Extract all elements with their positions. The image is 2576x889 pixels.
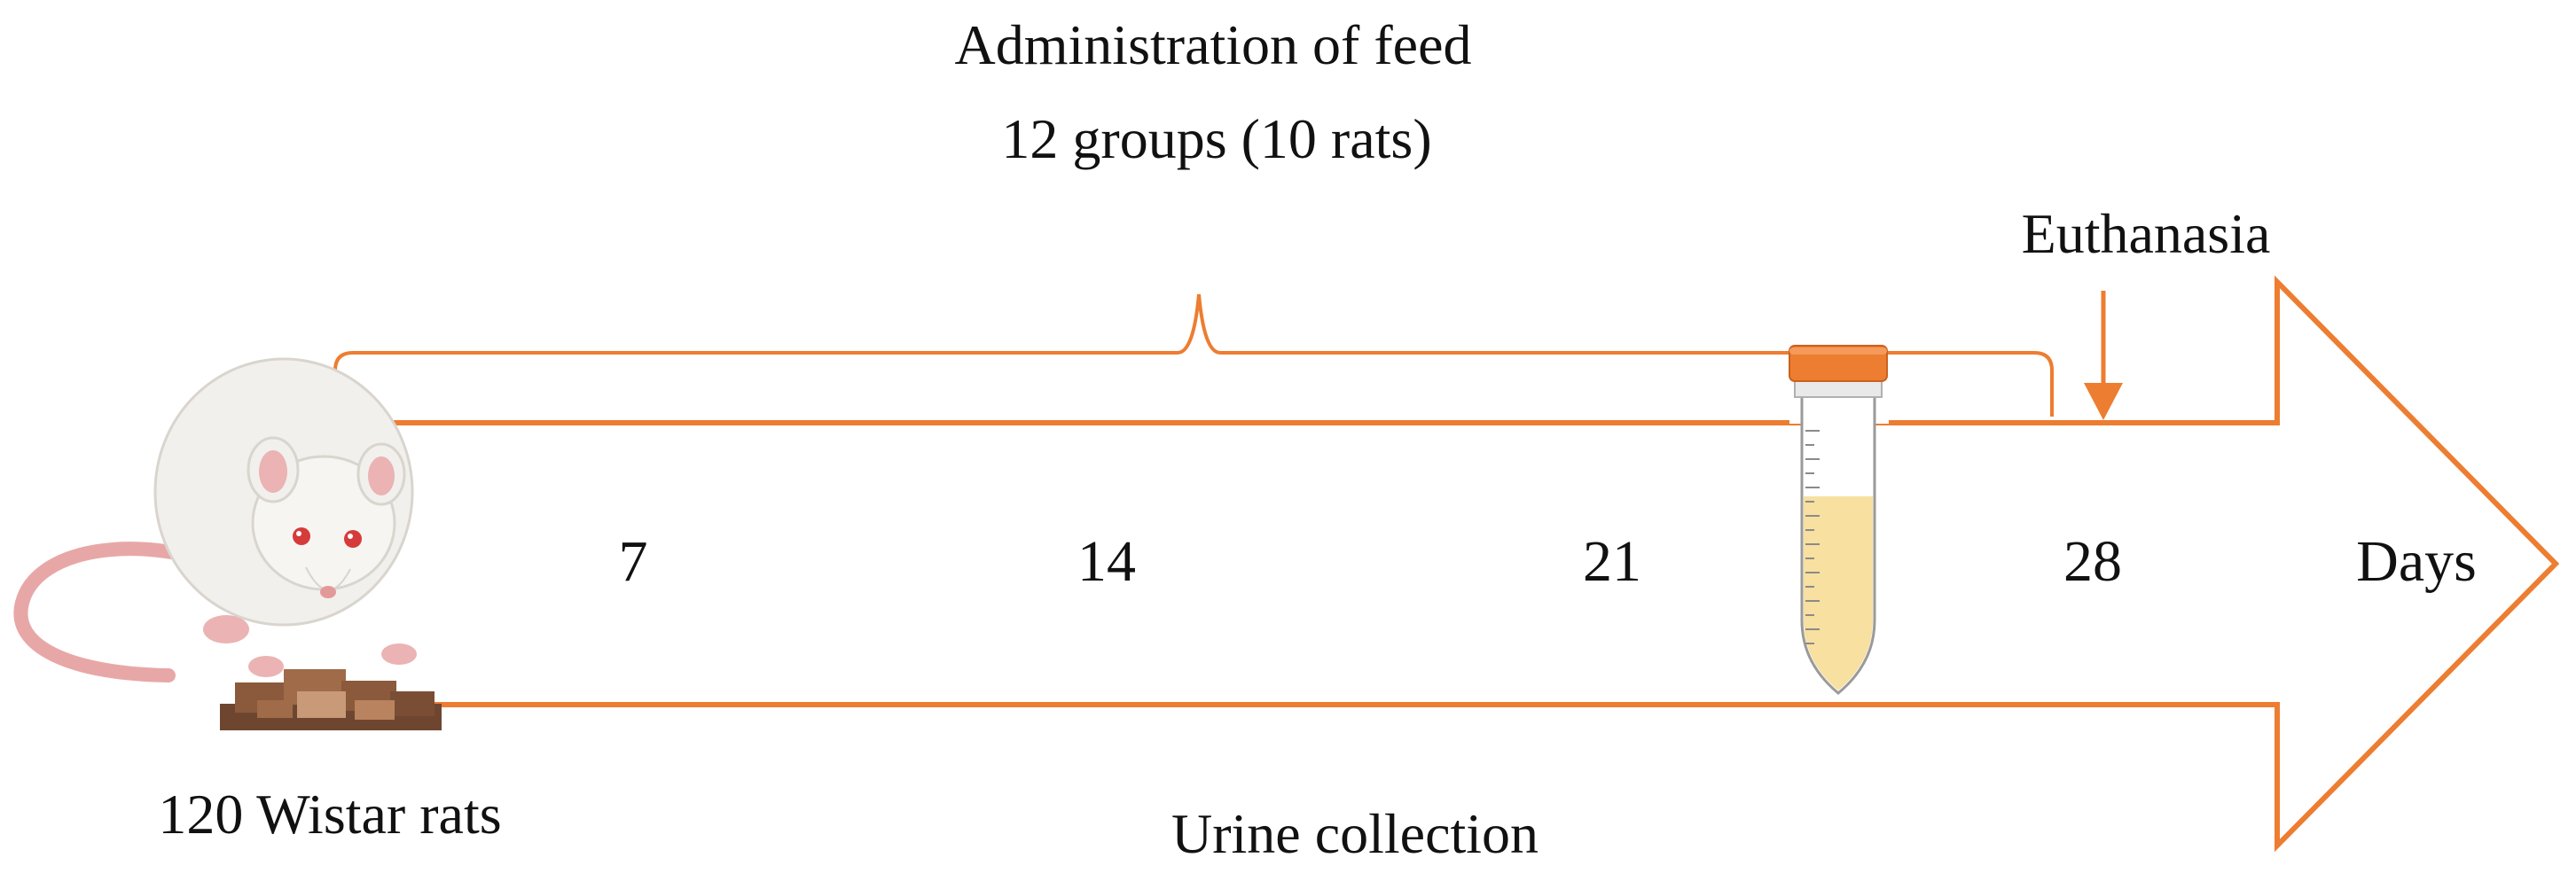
rat-icon bbox=[13, 357, 417, 682]
euthanasia-marker bbox=[2084, 291, 2123, 420]
feed-title-line1: Administration of feed bbox=[955, 13, 1472, 76]
tick-label-7: 7 bbox=[619, 529, 648, 594]
tick-label-28: 28 bbox=[2063, 529, 2122, 594]
days-label: Days bbox=[2356, 529, 2477, 594]
feed-title-line2: 12 groups (10 rats) bbox=[1001, 107, 1431, 170]
tick-label-14: 14 bbox=[1077, 529, 1136, 594]
urine-collection-label: Urine collection bbox=[1171, 802, 1539, 865]
rat-caption: 120 Wistar rats bbox=[158, 783, 501, 846]
sample-tube-icon bbox=[1789, 345, 1889, 695]
tick-label-21: 21 bbox=[1583, 529, 1641, 594]
food-pellets-icon bbox=[220, 669, 442, 730]
euthanasia-label: Euthanasia bbox=[2022, 202, 2271, 265]
feed-bracket bbox=[333, 293, 2054, 417]
timeline-arrow bbox=[346, 275, 2560, 853]
